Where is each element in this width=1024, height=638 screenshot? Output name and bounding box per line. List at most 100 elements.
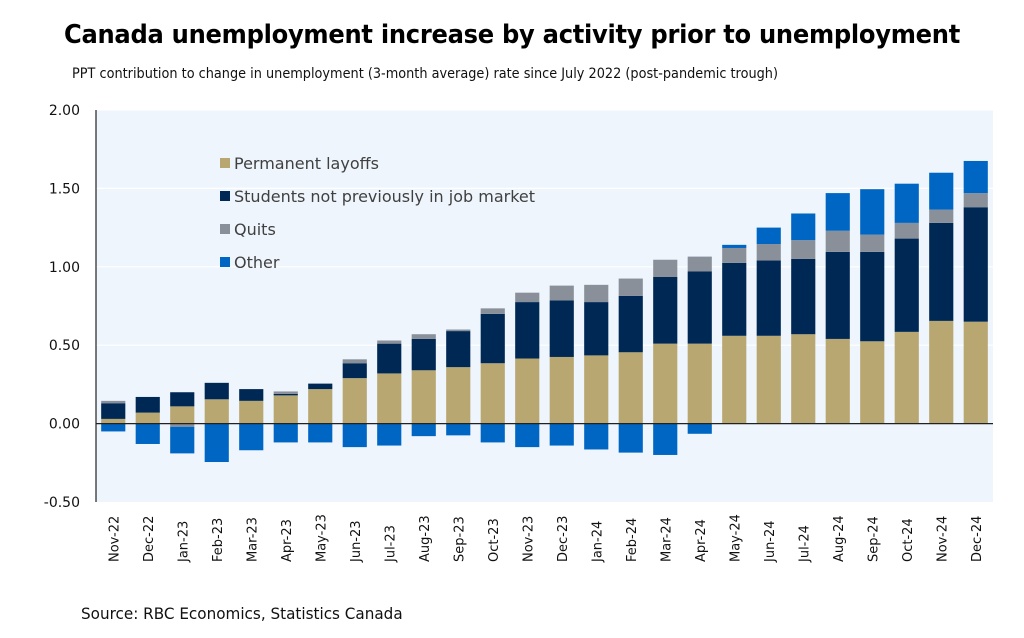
x-tick-label: Nov-23: [521, 516, 536, 562]
bar-segment-students-not-previously-in-job-market: [135, 396, 160, 413]
bar-stack-Nov-24: [929, 172, 954, 424]
bar-segment-students-not-previously-in-job-market: [618, 295, 643, 353]
bar-segment-students-not-previously-in-job-market: [860, 251, 885, 342]
x-tick-label: Mar-24: [659, 517, 674, 562]
x-tick-label: Sep-24: [866, 516, 881, 562]
bar-segment-other: [791, 213, 816, 241]
bar-segment-quits: [791, 240, 816, 259]
bar-segment-quits: [549, 285, 574, 301]
bar-segment-quits: [411, 334, 436, 339]
bar-segment-quits: [170, 423, 195, 427]
bar-stack-Dec-22: [135, 396, 160, 444]
y-axis-ticks: 2.00 1.50 1.00 0.50 0.00 -0.50: [44, 103, 80, 511]
legend-label: Quits: [234, 220, 276, 239]
bar-segment-students-not-previously-in-job-market: [825, 251, 850, 339]
legend-label: Permanent layoffs: [234, 154, 379, 173]
bar-segment-students-not-previously-in-job-market: [204, 382, 229, 400]
legend-label: Students not previously in job market: [234, 187, 535, 206]
x-tick-label: Jun-23: [349, 520, 364, 563]
x-tick-label: Dec-24: [970, 516, 985, 562]
bar-segment-quits: [894, 222, 919, 239]
x-tick-label: Feb-24: [625, 518, 640, 562]
bar-stack-Mar-24: [653, 259, 678, 455]
bar-segment-other: [480, 423, 505, 443]
bar-segment-other: [756, 227, 781, 245]
y-tick-label: 1.50: [49, 181, 80, 197]
source-note: Source: RBC Economics, Statistics Canada: [81, 604, 403, 623]
x-tick-label: Jul-24: [797, 525, 812, 563]
bar-segment-other: [101, 423, 126, 432]
legend-item: Permanent layoffs: [220, 154, 379, 173]
legend-item: Quits: [220, 220, 276, 239]
bar-stack-Aug-24: [825, 193, 850, 424]
bar-segment-other: [239, 423, 264, 451]
y-tick-label: -0.50: [44, 495, 80, 511]
bar-segment-other: [929, 172, 954, 210]
bar-segment-permanent-layoffs: [480, 363, 505, 424]
bar-segment-other: [377, 423, 402, 446]
x-tick-label: Dec-23: [556, 516, 571, 562]
bar-segment-students-not-previously-in-job-market: [342, 363, 367, 379]
bar-segment-quits: [446, 329, 471, 332]
bar-segment-permanent-layoffs: [273, 395, 298, 424]
bar-segment-other: [860, 189, 885, 235]
legend: Permanent layoffs Students not previously…: [220, 154, 535, 272]
bar-segment-other: [308, 423, 333, 443]
bar-segment-permanent-layoffs: [791, 334, 816, 424]
bar-segment-students-not-previously-in-job-market: [446, 331, 471, 368]
bar-segment-other: [963, 160, 988, 194]
y-tick-label: 1.00: [49, 260, 80, 276]
bar-segment-permanent-layoffs: [894, 331, 919, 424]
bar-segment-other: [342, 423, 367, 448]
bar-segment-quits: [618, 278, 643, 296]
bar-segment-students-not-previously-in-job-market: [101, 403, 126, 419]
bar-stack-Jan-23: [170, 392, 195, 454]
bar-segment-other: [273, 423, 298, 443]
x-tick-label: Jan-23: [176, 521, 191, 563]
x-tick-label: Jan-24: [590, 521, 605, 563]
bar-segment-other: [411, 423, 436, 437]
bar-segment-other: [515, 423, 540, 448]
bar-segment-permanent-layoffs: [756, 335, 781, 424]
bars: [101, 160, 988, 463]
bar-segment-students-not-previously-in-job-market: [722, 262, 747, 336]
bar-segment-permanent-layoffs: [342, 378, 367, 424]
bar-segment-permanent-layoffs: [618, 352, 643, 424]
bar-stack-Sep-24: [860, 189, 885, 424]
bar-segment-permanent-layoffs: [653, 343, 678, 424]
bar-segment-quits: [101, 400, 126, 404]
bar-segment-quits: [377, 340, 402, 344]
bar-stack-Jan-24: [584, 284, 609, 450]
bar-stack-Jul-23: [377, 340, 402, 446]
legend-swatch: [220, 158, 230, 168]
y-tick-label: 2.00: [49, 103, 80, 119]
x-tick-label: Aug-24: [832, 515, 847, 562]
bar-stack-Nov-23: [515, 292, 540, 448]
bar-segment-quits: [342, 359, 367, 364]
bar-segment-quits: [584, 284, 609, 303]
bar-stack-Jun-24: [756, 227, 781, 424]
bar-segment-permanent-layoffs: [687, 343, 712, 424]
bar-segment-quits: [756, 244, 781, 261]
bar-segment-students-not-previously-in-job-market: [273, 393, 298, 396]
bar-segment-permanent-layoffs: [549, 356, 574, 424]
legend-label: Other: [234, 253, 280, 272]
bar-segment-students-not-previously-in-job-market: [653, 276, 678, 344]
legend-swatch: [220, 257, 230, 267]
bar-stack-Mar-23: [239, 389, 264, 451]
bar-stack-Jul-24: [791, 213, 816, 424]
x-tick-label: May-23: [314, 514, 329, 562]
bar-stack-Oct-24: [894, 183, 919, 424]
x-tick-label: Jun-24: [763, 520, 778, 563]
bar-segment-permanent-layoffs: [101, 418, 126, 424]
chart-subtitle: PPT contribution to change in unemployme…: [72, 66, 778, 82]
y-tick-label: 0.50: [49, 338, 80, 354]
bar-segment-other: [722, 244, 747, 248]
bar-segment-permanent-layoffs: [929, 320, 954, 424]
bar-segment-quits: [653, 259, 678, 277]
chart-title: Canada unemployment increase by activity…: [63, 20, 960, 50]
bar-segment-students-not-previously-in-job-market: [929, 222, 954, 321]
bar-stack-Nov-22: [101, 400, 126, 432]
bar-segment-permanent-layoffs: [963, 321, 988, 424]
bar-segment-quits: [687, 256, 712, 272]
